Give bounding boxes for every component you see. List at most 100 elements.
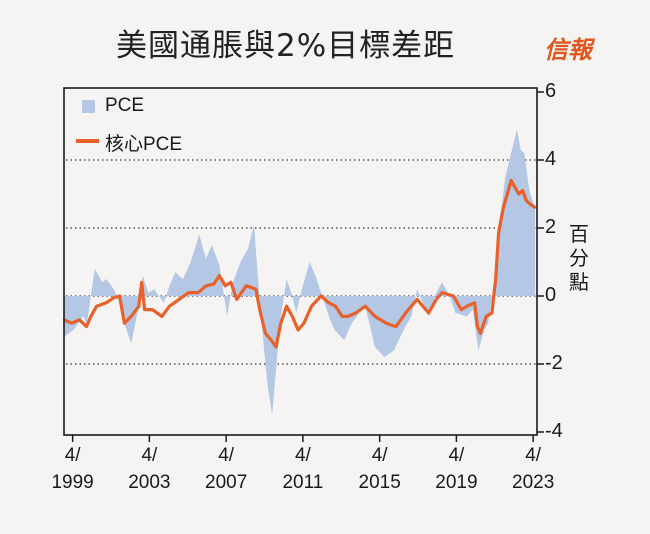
core-pce-point: [264, 332, 267, 335]
core-pce-point: [245, 284, 248, 287]
core-pce-point: [223, 284, 227, 287]
core-pce-point: [435, 298, 438, 301]
y-tick-label: 2: [545, 216, 557, 238]
core-pce-point: [509, 179, 513, 182]
x-tick-year: 2007: [205, 472, 248, 493]
core-pce-point: [404, 311, 407, 315]
x-tick-label: 4/2007: [191, 442, 261, 496]
x-tick-label: 4/2023: [498, 442, 568, 496]
core-pce-point: [204, 284, 208, 287]
core-pce-point: [517, 192, 520, 196]
core-pce-point: [112, 296, 116, 299]
core-pce-point: [394, 325, 398, 328]
core-pce-point: [70, 322, 73, 325]
core-pce-point: [373, 315, 377, 318]
core-pce-point: [187, 291, 190, 294]
x-tick-month: 4/: [294, 445, 311, 466]
x-tick-label: 4/2003: [114, 442, 184, 496]
core-pce-point: [291, 315, 294, 318]
x-tick-label: 4/1999: [38, 442, 108, 496]
core-pce-point: [440, 291, 444, 294]
core-pce-point: [513, 186, 517, 189]
core-pce-point: [415, 298, 419, 301]
x-tick-year: 2003: [128, 472, 171, 493]
core-pce-point: [85, 325, 88, 328]
core-pce-point: [334, 305, 337, 308]
core-pce-point: [385, 322, 388, 325]
x-tick-month: 4/: [448, 445, 465, 466]
core-pce-point: [506, 192, 509, 196]
core-pce-point: [137, 305, 141, 308]
core-pce-point: [212, 282, 215, 286]
core-pce-point: [285, 305, 288, 308]
core-pce-point: [502, 206, 505, 209]
core-pce-point: [140, 281, 143, 284]
x-tick-year: 2019: [435, 472, 478, 493]
core-pce-point: [521, 189, 524, 192]
pce-area: [64, 129, 536, 415]
x-tick-month: 4/: [64, 445, 81, 466]
core-pce-point: [490, 311, 494, 315]
plot-frame: [63, 87, 538, 436]
core-pce-point: [494, 277, 497, 281]
core-pce-point: [296, 328, 300, 332]
core-pce-point: [473, 301, 476, 304]
x-tick-label: 4/2011: [268, 442, 338, 496]
core-pce-point: [151, 308, 154, 311]
core-pce-point: [258, 308, 261, 311]
core-pce-point: [168, 305, 171, 308]
core-pce-point: [274, 345, 278, 349]
publisher-logo: 信報: [544, 35, 592, 64]
core-pce-point: [235, 298, 238, 301]
x-tick-year: 2011: [282, 472, 324, 493]
core-pce-point: [476, 325, 479, 328]
core-pce-point: [254, 288, 258, 291]
core-pce-point: [341, 315, 344, 318]
core-pce-point: [197, 291, 200, 294]
y-axis-unit-label: 百分點: [569, 222, 589, 294]
core-pce-point: [364, 305, 367, 308]
core-pce-point: [452, 294, 455, 298]
y-tick-label: 0: [545, 284, 557, 306]
legend-core-pce-label: 核心PCE: [105, 134, 183, 155]
core-pce-point: [327, 301, 331, 304]
core-pce-point: [525, 199, 528, 202]
core-pce-point: [218, 274, 221, 277]
core-pce-point: [123, 322, 126, 325]
core-pce-point: [354, 311, 357, 315]
core-pce-point: [427, 311, 430, 315]
core-pce-point: [78, 318, 81, 321]
core-pce-point: [479, 332, 482, 335]
core-pce-point: [279, 322, 283, 325]
core-pce-point: [160, 315, 164, 318]
x-tick-month: 4/: [141, 445, 158, 466]
core-pce-point: [529, 203, 532, 206]
x-tick-year: 2023: [512, 472, 555, 493]
core-pce-point: [533, 206, 537, 209]
y-tick-label: 6: [545, 80, 557, 102]
core-pce-point: [465, 305, 469, 308]
x-tick-month: 4/: [525, 445, 542, 466]
y-tick-label: 4: [545, 148, 557, 170]
x-tick-year: 2015: [358, 472, 401, 493]
x-tick-year: 1999: [51, 472, 94, 493]
y-tick-label: -4: [545, 420, 563, 442]
core-pce-point: [229, 281, 233, 284]
core-pce-point: [118, 294, 121, 298]
core-pce-point: [310, 305, 313, 308]
x-tick-month: 4/: [218, 445, 235, 466]
chart-title: 美國通脹與2%目標差距: [116, 28, 456, 64]
core-pce-point: [105, 301, 108, 304]
y-tick-label: -2: [545, 352, 563, 374]
core-pce-point: [484, 315, 488, 318]
core-pce-point: [143, 308, 146, 311]
x-tick-label: 4/2015: [345, 442, 415, 496]
core-pce-point: [497, 231, 500, 235]
core-pce-point: [346, 315, 350, 318]
core-pce-point: [129, 315, 133, 318]
core-pce-point: [270, 339, 273, 342]
legend-pce-label: PCE: [105, 95, 145, 116]
core-pce-point: [89, 315, 93, 318]
core-pce-point: [302, 322, 306, 325]
